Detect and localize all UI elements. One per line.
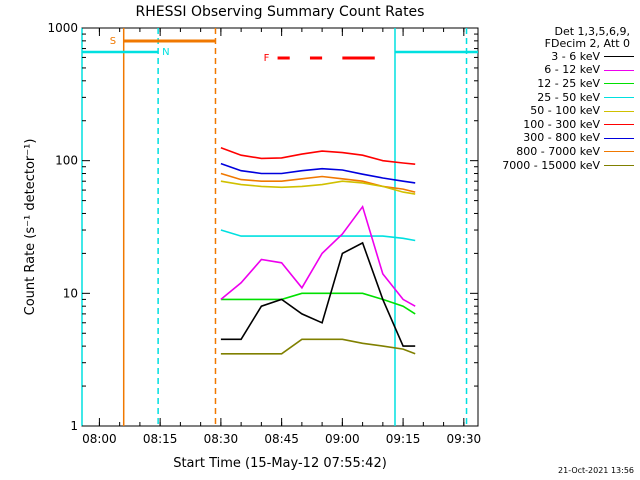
x-tick-label: 09:15 [386,432,421,446]
chart-title: RHESSI Observing Summary Count Rates [136,4,425,20]
legend-entry: 25 - 50 keV [476,91,634,105]
series-line [220,338,416,355]
legend-label: 25 - 50 keV [537,90,600,104]
legend-swatch [604,151,634,153]
legend-entry: 100 - 300 keV [476,118,634,132]
series-line [220,147,416,165]
legend-swatch [604,165,634,167]
legend-swatch [604,110,634,112]
legend-swatch [604,56,634,58]
axis-ticks: 1 10 100 1000 08:00 08:15 08:30 08:45 09:00 09:15… [47,21,481,446]
series-line [220,241,416,347]
series-line [220,204,416,307]
chart-legend: Det 1,3,5,6,9, FDecim 2, Att 0 3 - 6 keV… [476,26,634,172]
x-tick-label: 08:45 [264,432,299,446]
y-tick-label: 1000 [47,21,78,35]
legend-header-decimation: FDecim 2, Att 0 [544,37,630,50]
plot-marks: S N F [81,28,478,426]
y-tick-label: 10 [63,286,78,300]
legend-entry: 3 - 6 keV [476,50,634,64]
legend-label: 7000 - 15000 keV [502,158,600,172]
legend-swatch [604,124,634,126]
x-tick-label: 08:00 [82,432,117,446]
legend-label: 50 - 100 keV [530,104,600,118]
legend-swatch [604,69,634,71]
x-tick-label: 09:30 [447,432,482,446]
y-axis-label: Count Rate (s⁻¹ detector⁻¹) [23,139,38,316]
s-flag-label: S [110,36,116,47]
series-line [220,180,416,195]
legend-entry: 6 - 12 keV [476,64,634,78]
legend-header-detectors: Det 1,3,5,6,9, [554,25,630,38]
legend-swatch [604,137,634,139]
legend-label: 800 - 7000 keV [516,144,600,158]
legend-entry: 800 - 7000 keV [476,145,634,159]
legend-swatch [604,97,634,99]
x-tick-label: 09:00 [325,432,360,446]
legend-entry: 50 - 100 keV [476,104,634,118]
legend-entry: 12 - 25 keV [476,77,634,91]
series-line [220,229,416,242]
series-line [220,172,416,193]
series-line [220,162,416,184]
legend-label: 6 - 12 keV [544,63,600,77]
y-tick-label: 100 [55,154,78,168]
x-axis-label: Start Time (15-May-12 07:55:42) [173,456,387,471]
legend-label: 300 - 800 keV [523,131,600,145]
legend-entry: 300 - 800 keV [476,132,634,146]
legend-swatch [604,83,634,85]
legend-label: 100 - 300 keV [523,117,600,131]
x-tick-label: 08:15 [143,432,178,446]
f-flag-label: F [264,53,270,64]
legend-label: 3 - 6 keV [551,49,600,63]
legend-label: 12 - 25 keV [537,76,600,90]
y-tick-label: 1 [70,419,78,433]
timestamp: 21-Oct-2021 13:56 [558,466,634,475]
x-tick-label: 08:30 [204,432,239,446]
legend-entry: 7000 - 15000 keV [476,159,634,173]
plot-frame [81,27,479,427]
series-line [220,292,416,315]
n-flag-label: N [162,47,169,58]
